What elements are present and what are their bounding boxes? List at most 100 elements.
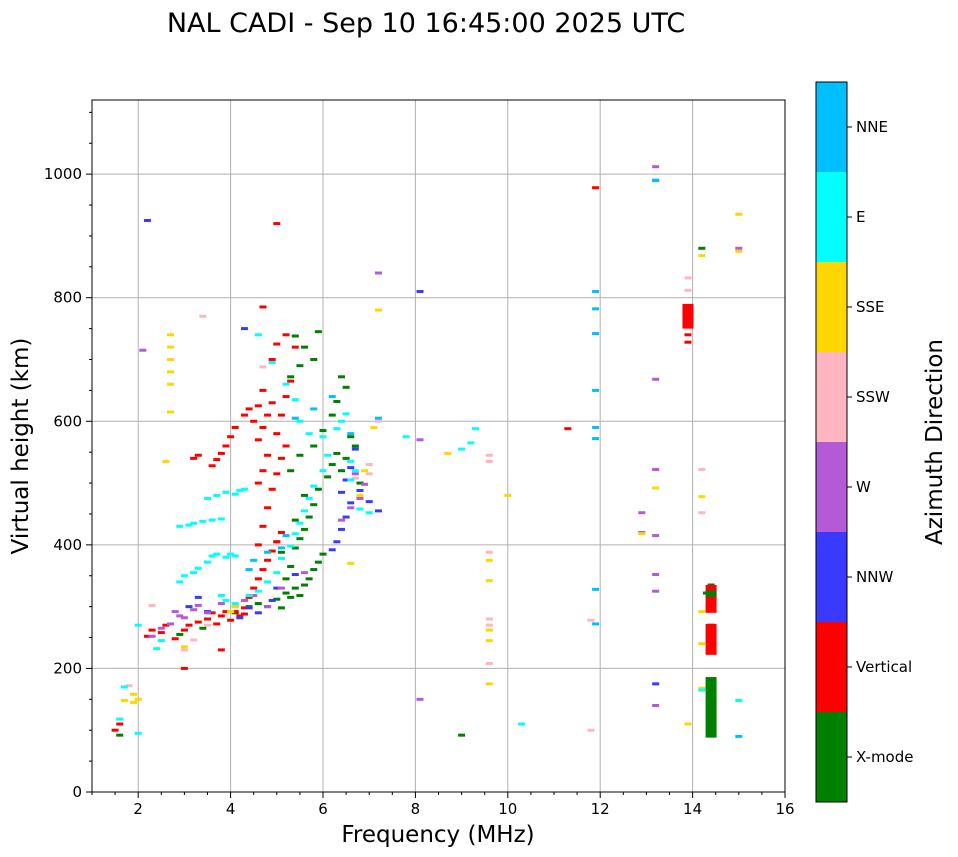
data-point-e xyxy=(217,517,225,521)
data-point-sse xyxy=(231,605,239,609)
data-point-e xyxy=(236,488,244,492)
data-point-ssw xyxy=(684,276,692,280)
data-point-nne xyxy=(250,558,258,562)
data-point-x-mode xyxy=(328,463,336,467)
data-point-e xyxy=(217,594,225,598)
data-point-x-mode xyxy=(277,550,285,554)
data-point-sse xyxy=(652,486,660,490)
data-bar-vertical xyxy=(705,623,717,655)
data-point-nnw xyxy=(652,682,660,686)
data-point-vertical xyxy=(564,427,572,431)
data-point-x-mode xyxy=(333,451,341,455)
colorbar-tick-label: Vertical xyxy=(856,658,912,676)
data-point-e xyxy=(319,435,327,439)
data-point-w xyxy=(416,697,424,701)
data-point-vertical xyxy=(194,453,202,457)
data-point-e xyxy=(222,598,230,602)
data-point-x-mode xyxy=(199,626,207,630)
data-point-ssw xyxy=(485,623,493,627)
data-point-ssw xyxy=(204,623,211,627)
data-point-vertical xyxy=(254,438,262,442)
data-point-vertical xyxy=(245,407,253,411)
data-point-vertical xyxy=(217,614,225,618)
data-point-e xyxy=(268,361,276,365)
data-point-x-mode xyxy=(296,364,304,368)
data-point-x-mode xyxy=(319,429,327,433)
data-point-vertical xyxy=(592,186,600,190)
data-point-vertical xyxy=(194,620,202,624)
data-point-w xyxy=(652,589,660,593)
data-point-sse xyxy=(698,686,706,690)
plot-background xyxy=(92,100,785,792)
data-point-ssw xyxy=(485,661,493,665)
data-point-e xyxy=(333,427,341,431)
data-point-w xyxy=(652,467,660,471)
data-point-vertical xyxy=(250,419,258,423)
data-point-nne xyxy=(592,307,600,311)
data-point-w xyxy=(180,616,188,620)
data-point-e xyxy=(735,699,743,703)
data-point-ssw xyxy=(199,314,207,318)
x-axis-label: Frequency (MHz) xyxy=(341,822,534,848)
data-point-sse xyxy=(370,425,378,429)
data-point-sse xyxy=(227,610,235,614)
data-point-e xyxy=(324,453,332,457)
data-point-w xyxy=(204,611,211,615)
data-point-vertical xyxy=(213,622,221,626)
data-point-ssw xyxy=(365,472,373,476)
data-point-w xyxy=(167,622,175,626)
x-tick-label: 10 xyxy=(498,800,517,818)
data-point-nnw xyxy=(194,595,202,599)
data-point-vertical xyxy=(273,432,281,436)
data-point-x-mode xyxy=(116,733,124,737)
data-point-nnw xyxy=(351,447,359,451)
x-tick-label: 14 xyxy=(683,800,702,818)
data-point-x-mode xyxy=(324,475,332,479)
data-point-x-mode xyxy=(282,591,290,595)
data-point-vertical xyxy=(190,456,198,460)
data-point-vertical xyxy=(222,444,230,448)
data-point-w xyxy=(347,506,355,510)
data-point-e xyxy=(310,484,318,488)
data-point-x-mode xyxy=(305,577,313,581)
data-point-e xyxy=(277,556,285,560)
data-point-vertical xyxy=(231,610,239,614)
data-point-x-mode xyxy=(301,583,309,587)
data-point-ssw xyxy=(365,463,373,467)
data-point-x-mode xyxy=(310,568,318,572)
data-point-x-mode xyxy=(291,586,299,590)
data-point-ssw xyxy=(587,618,595,622)
data-point-e xyxy=(245,594,253,598)
data-point-w xyxy=(250,594,258,598)
data-point-x-mode xyxy=(337,375,345,379)
data-point-vertical xyxy=(208,464,216,468)
data-point-e xyxy=(176,524,184,528)
data-point-nne xyxy=(592,622,600,626)
data-point-vertical xyxy=(264,558,272,562)
data-point-nnw xyxy=(143,218,151,222)
y-tick-label: 400 xyxy=(53,536,82,554)
data-point-sse xyxy=(485,628,493,632)
data-point-nne xyxy=(310,407,318,411)
data-point-sse xyxy=(735,212,743,216)
data-point-ssw xyxy=(485,453,493,457)
data-point-x-mode xyxy=(296,594,304,598)
data-point-ssw xyxy=(485,550,493,554)
data-point-sse xyxy=(485,579,493,583)
data-point-x-mode xyxy=(287,469,295,473)
data-point-ssw xyxy=(148,603,156,607)
chart-title: NAL CADI - Sep 10 16:45:00 2025 UTC xyxy=(167,8,685,39)
data-point-sse xyxy=(684,722,692,726)
colorbar-label: Azimuth Direction xyxy=(922,339,948,545)
data-point-w xyxy=(351,472,359,476)
data-point-e xyxy=(296,521,304,525)
data-point-vertical xyxy=(240,612,248,616)
y-tick-label: 600 xyxy=(53,412,82,430)
data-point-x-mode xyxy=(310,444,318,448)
data-point-vertical xyxy=(254,543,262,547)
data-point-x-mode xyxy=(310,358,318,361)
x-axis-ticks: 2 4 6 8 10 12 14 16 xyxy=(91,792,795,818)
data-point-nne xyxy=(291,416,299,420)
data-point-vertical xyxy=(259,524,267,528)
data-point-e xyxy=(305,497,313,501)
